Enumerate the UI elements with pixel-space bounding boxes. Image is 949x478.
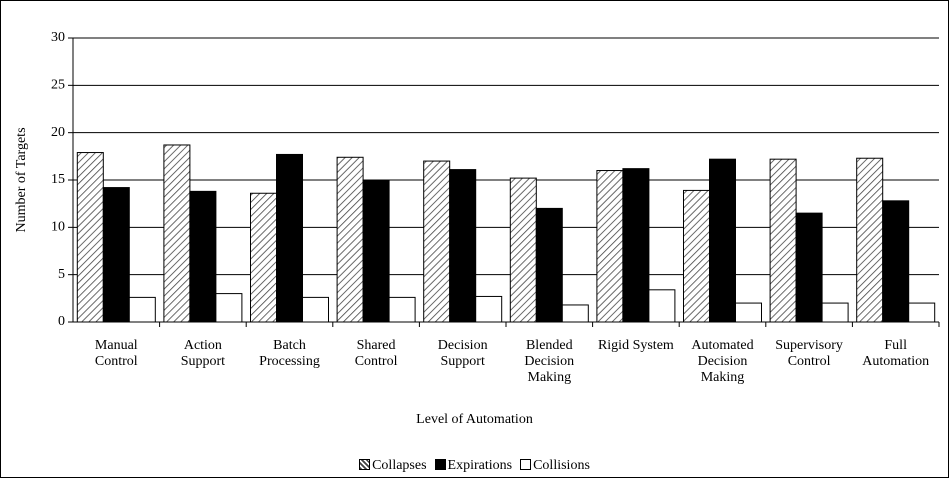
bar xyxy=(709,158,736,323)
bar xyxy=(388,296,416,323)
x-tick-label: Manual Control xyxy=(94,338,138,369)
bar xyxy=(449,169,477,323)
bar xyxy=(856,157,884,323)
x-tick-label: Action Support xyxy=(180,338,226,369)
legend-swatch xyxy=(434,459,446,470)
bar xyxy=(76,152,104,323)
bar xyxy=(561,304,589,323)
legend-item: Expirations xyxy=(434,458,513,474)
y-tick-label: 30 xyxy=(51,30,65,45)
bar xyxy=(250,192,277,323)
bar xyxy=(683,189,710,323)
bar xyxy=(509,177,537,323)
x-axis-label: Level of Automation xyxy=(416,412,533,427)
bar xyxy=(336,156,364,323)
bar xyxy=(596,170,624,323)
y-tick-label: 0 xyxy=(58,314,65,329)
bar xyxy=(908,302,936,323)
bar xyxy=(735,302,762,323)
bar xyxy=(215,293,243,323)
x-tick-label: Blended Decision Making xyxy=(524,338,575,385)
legend-item: Collapses xyxy=(359,458,427,474)
x-tick-label: Shared Control xyxy=(354,338,398,369)
bar xyxy=(128,296,156,323)
bar xyxy=(102,187,130,323)
bar xyxy=(302,296,329,323)
x-tick-label: Batch Processing xyxy=(259,338,320,369)
bar xyxy=(882,200,910,323)
bar xyxy=(535,207,563,323)
y-tick-label: 15 xyxy=(51,172,65,187)
legend-item: Collisions xyxy=(520,458,590,474)
bar xyxy=(648,289,676,323)
legend: Collapses Expirations Collisions xyxy=(0,458,949,474)
bar xyxy=(475,295,503,323)
x-tick-label: Decision Support xyxy=(437,338,488,369)
bar xyxy=(622,168,650,323)
x-tick-label: Rigid System xyxy=(597,338,674,353)
legend-label: Expirations xyxy=(447,458,513,473)
legend-label: Collapses xyxy=(372,458,427,473)
y-tick-label: 5 xyxy=(58,267,65,282)
legend-label: Collisions xyxy=(533,458,590,473)
bar xyxy=(189,190,217,323)
bar xyxy=(276,153,303,323)
x-tick-label: Automated Decision Making xyxy=(691,338,754,385)
x-tick-label: Supervisory Control xyxy=(775,338,843,369)
bar xyxy=(423,160,451,323)
y-tick-label: 20 xyxy=(51,125,65,140)
bar xyxy=(163,144,191,323)
y-tick-label: 10 xyxy=(51,220,65,235)
y-axis-label: Number of Targets xyxy=(14,127,29,232)
bar xyxy=(821,302,849,323)
legend-swatch xyxy=(520,459,532,470)
bar xyxy=(362,179,390,323)
x-tick-label: Full Automation xyxy=(862,338,930,369)
bar xyxy=(795,212,823,323)
legend-swatch xyxy=(359,459,371,470)
bar xyxy=(769,158,797,323)
y-tick-label: 25 xyxy=(51,78,65,93)
